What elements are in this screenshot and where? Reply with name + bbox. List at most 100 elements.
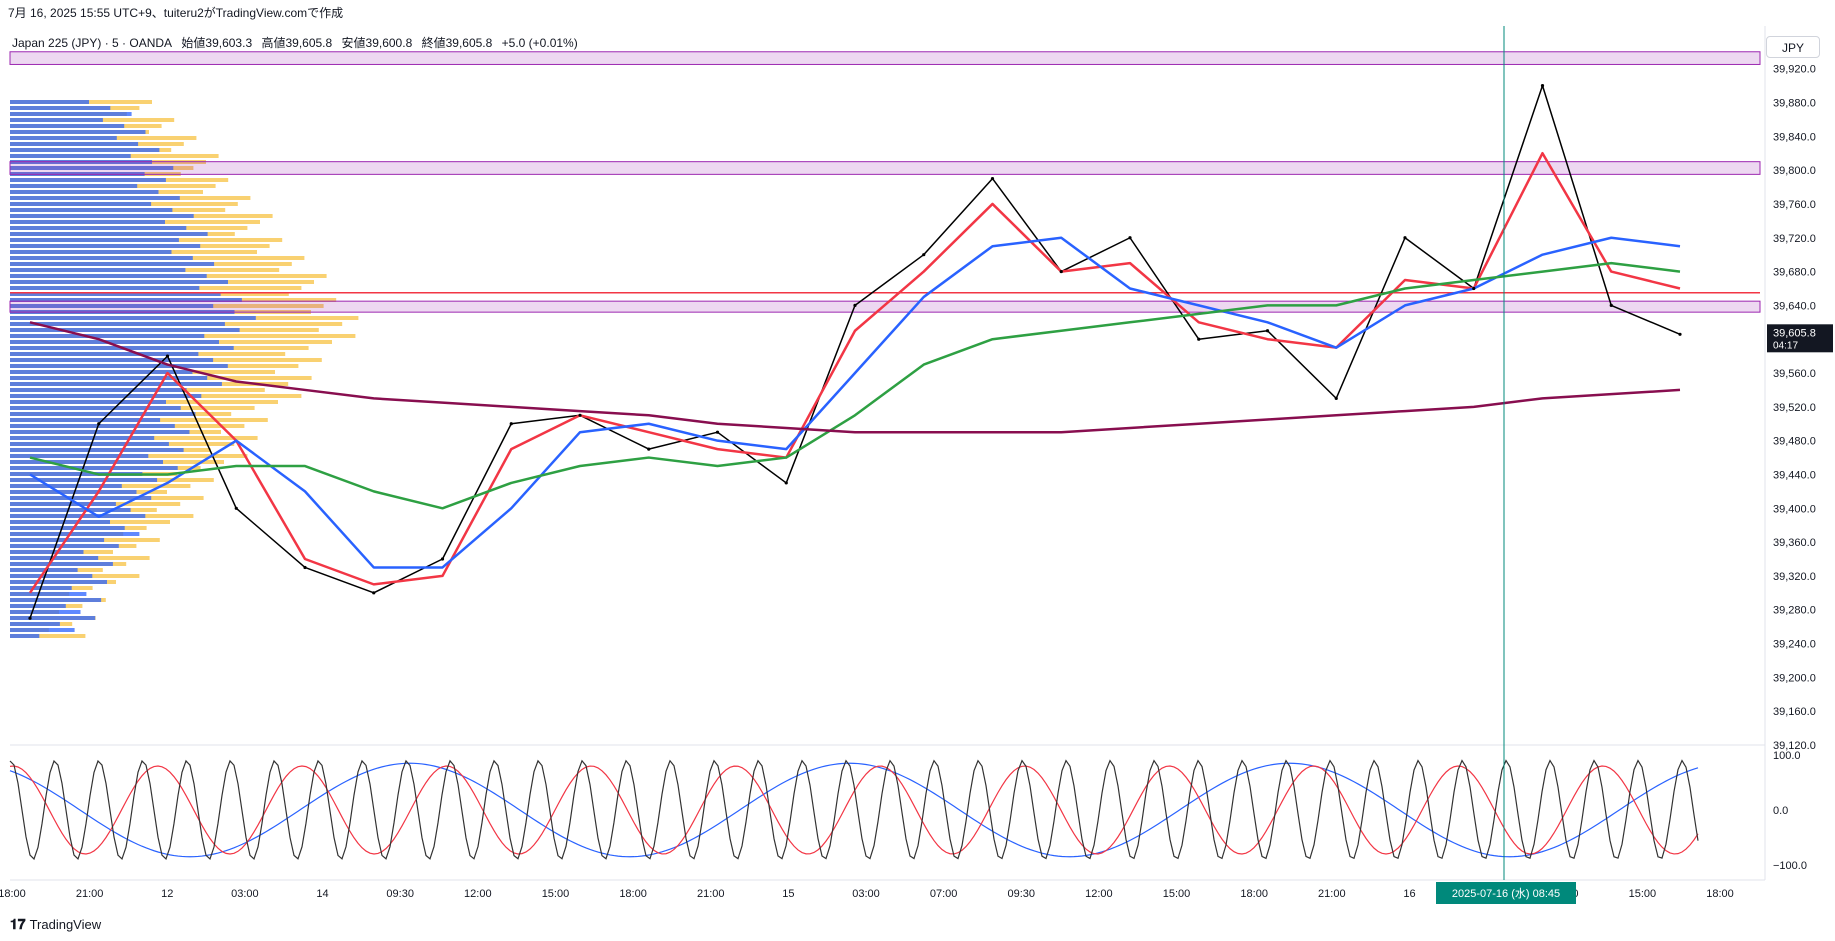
price-point [853,303,857,307]
oscillator-pane [9,759,1699,861]
vp-bar-down [10,220,165,224]
price-point [784,481,788,485]
vp-bar-down [10,196,180,200]
vp-bar-down [10,190,159,194]
vp-bar-down [10,118,103,122]
vp-bar-down [10,400,166,404]
price-tick-label: 39,160.0 [1773,706,1816,718]
time-tick-label: 21:00 [76,888,104,900]
vp-bar-down [10,124,125,128]
price-tick-label: 39,880.0 [1773,97,1816,109]
bar-countdown-label: 04:17 [1773,340,1798,351]
price-point [1265,329,1270,333]
vp-bar-down [10,598,102,602]
vp-bar-down [10,298,242,302]
vp-bar-down [10,628,75,632]
vp-bar-down [10,376,208,380]
ema-long-line [29,321,1681,434]
vp-bar-down [10,274,207,278]
price-point [28,616,32,620]
osc-slow-line [9,762,1699,858]
price-point [1678,332,1682,336]
price-tick-label: 39,680.0 [1773,267,1816,279]
current-price-tag [1767,324,1833,353]
vp-bar-down [10,316,256,320]
series-lines [28,83,1682,620]
ema-fast-line [28,151,1681,594]
vp-bar-down [10,616,96,620]
vp-bar-down [10,550,84,554]
time-tick-label: 03:00 [231,888,259,900]
vp-bar-down [10,388,187,392]
vp-bar-down [10,544,119,548]
vp-bar-down [10,208,173,212]
osc-tick-label: 100.0 [1773,750,1801,762]
chart-caption: 7月 16, 2025 15:55 UTC+9、tuiteru2がTrading… [8,6,344,20]
price-tick-label: 39,800.0 [1773,165,1816,177]
price-tick-label: 39,520.0 [1773,402,1816,414]
vp-bar-down [10,244,201,248]
price-point [509,422,513,426]
vp-bar-down [10,130,146,134]
osc-signal-line [9,765,1699,855]
time-tick-label: 12:00 [1085,888,1113,900]
price-tick-label: 39,720.0 [1773,233,1816,245]
zones [9,51,1761,313]
time-tick-label: 18:00 [619,888,647,900]
vp-bar-down [10,304,214,308]
price-tick-label: 39,280.0 [1773,605,1816,617]
vp-bar-down [10,436,155,440]
price-tick-label: 39,240.0 [1773,639,1816,651]
time-tick-label: 15:00 [1629,888,1657,900]
time-tick-label: 12 [161,888,173,900]
vp-bar-down [10,508,131,512]
grid [10,26,1766,881]
price-tick-label: 39,760.0 [1773,199,1816,211]
price-tick-label: 39,440.0 [1773,469,1816,481]
vp-bar-down [10,382,222,386]
price-point [578,413,582,417]
tradingview-logo-icon: 𝟏𝟕 [10,916,26,932]
price-point [1609,303,1613,307]
vp-bar-down [10,268,186,272]
vp-bar-down [10,250,172,254]
vp-bar-up [10,634,86,638]
price-point [990,176,995,181]
vp-bar-down [10,442,169,446]
price-tick-label: 39,400.0 [1773,503,1816,515]
vp-bar-down [10,166,174,170]
vp-bar-down [10,292,221,296]
price-tick-label: 39,560.0 [1773,368,1816,380]
vp-bar-down [10,610,81,614]
vp-bar-down [10,358,214,362]
price-point [1472,286,1476,291]
time-tick-label: 03:00 [852,888,880,900]
time-tick-label: 15 [782,888,794,900]
vp-bar-down [10,142,139,146]
price-point [165,354,170,358]
time-tick-label: 18:00 [1706,888,1734,900]
price-chart[interactable]: 39,920.0 39,880.0 39,840.0 39,800.0 39,760.0… [0,0,1835,910]
vp-bar-down [10,226,187,230]
vp-bar-down [10,496,152,500]
vp-bar-down [10,334,205,338]
symbol-name[interactable]: Japan 225 (JPY) · 5 · OANDA [12,36,173,50]
vp-bar-down [10,430,190,434]
osc-main-line [9,759,1699,861]
price-point [922,253,926,257]
zone-band [9,161,1761,175]
vp-bar-down [10,178,166,182]
vp-bar-down [10,328,240,332]
vp-bar-down [10,454,149,458]
currency-button[interactable]: JPY [1766,36,1820,58]
price-point [1128,236,1132,240]
time-tick-label: 07:00 [930,888,958,900]
price-tick-label: 39,920.0 [1773,64,1816,76]
time-tick-label: 16 [1403,888,1415,900]
vp-bar-down [10,136,117,140]
vp-bar-down [10,472,143,476]
vp-bar-down [10,286,200,290]
price-point [303,565,307,570]
vp-bar-down [10,478,158,482]
price-tick-label: 39,320.0 [1773,571,1816,583]
